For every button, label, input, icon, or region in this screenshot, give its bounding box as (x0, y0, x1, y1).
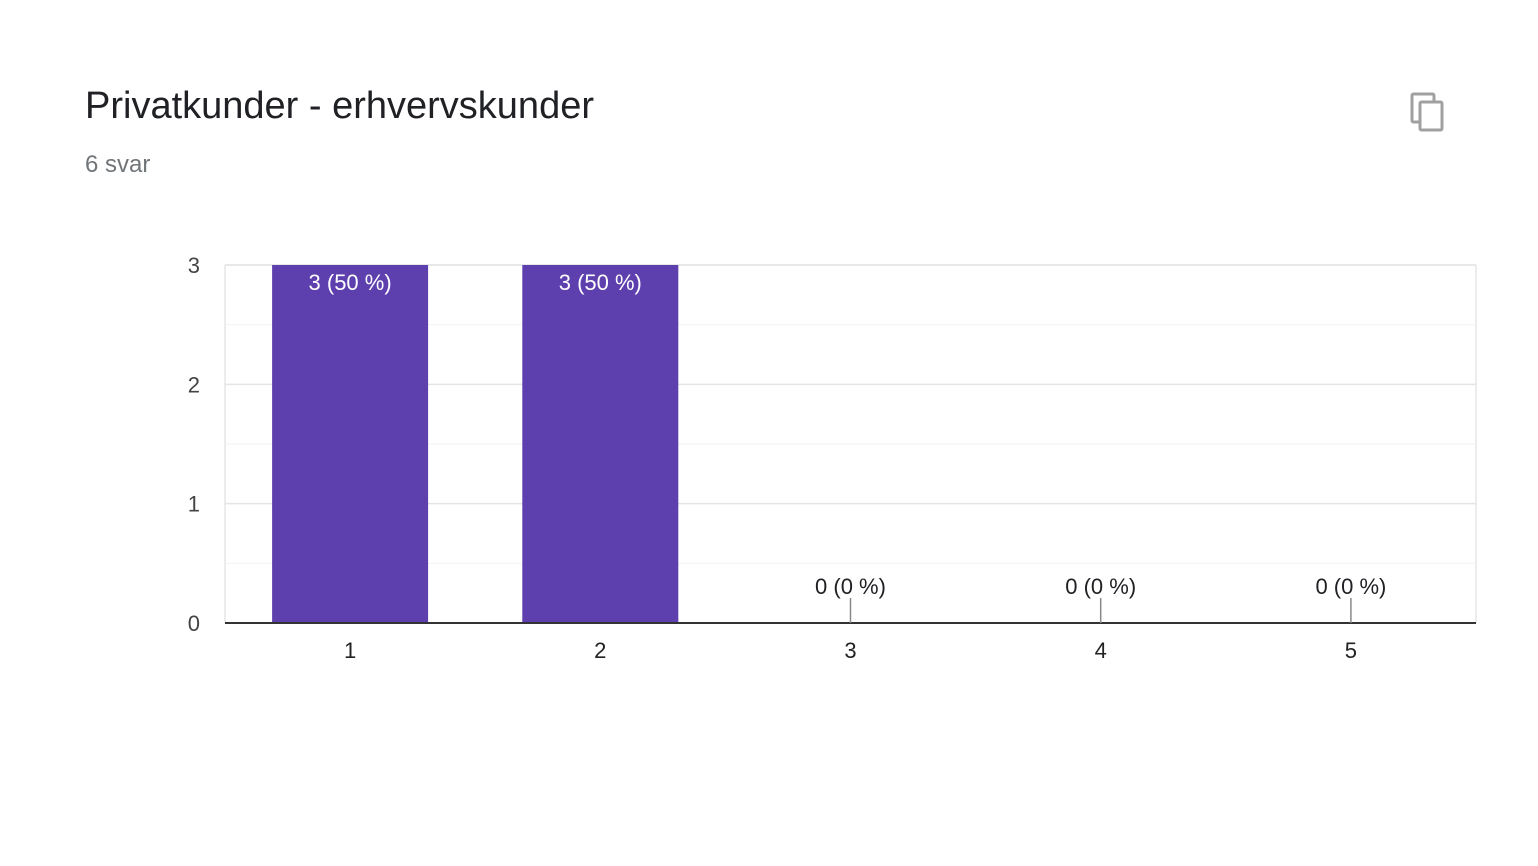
x-tick-label: 4 (1095, 638, 1107, 663)
y-axis-ticks: 0 1 2 3 (188, 253, 200, 636)
data-label-5: 0 (0 %) (1315, 574, 1386, 599)
x-tick-label: 3 (844, 638, 856, 663)
gridlines (224, 264, 1477, 623)
y-tick-label: 2 (188, 372, 200, 397)
bar-1 (272, 265, 429, 623)
x-axis-ticks: 1 2 3 4 5 (344, 638, 1357, 663)
data-label-4: 0 (0 %) (1065, 574, 1136, 599)
copy-chart-button[interactable] (1404, 88, 1452, 136)
copy-icon (1410, 92, 1444, 132)
bars (272, 265, 679, 623)
bar-2 (522, 265, 679, 623)
x-tick-label: 1 (344, 638, 356, 663)
question-title: Privatkunder - erhvervskunder (85, 85, 594, 127)
y-tick-label: 0 (188, 611, 200, 636)
data-labels: 3 (50 %) 3 (50 %) 0 (0 %) 0 (0 %) 0 (0 %) (309, 270, 1386, 623)
data-label-3: 0 (0 %) (815, 574, 886, 599)
y-tick-label: 1 (188, 492, 200, 517)
response-count: 6 svar (85, 151, 151, 178)
data-label-1: 3 (50 %) (309, 270, 392, 295)
data-label-2: 3 (50 %) (559, 270, 642, 295)
x-tick-label: 5 (1345, 638, 1357, 663)
x-tick-label: 2 (594, 638, 606, 663)
y-tick-label: 3 (188, 253, 200, 278)
